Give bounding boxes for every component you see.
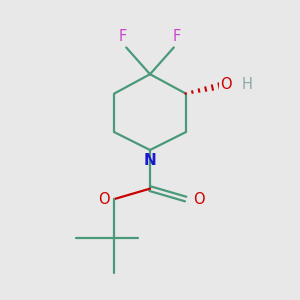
Text: F: F — [119, 29, 128, 44]
Text: O: O — [220, 77, 232, 92]
Text: F: F — [172, 29, 181, 44]
Text: N: N — [144, 153, 156, 168]
Text: O: O — [98, 191, 110, 206]
Text: O: O — [193, 191, 205, 206]
Text: H: H — [241, 77, 252, 92]
